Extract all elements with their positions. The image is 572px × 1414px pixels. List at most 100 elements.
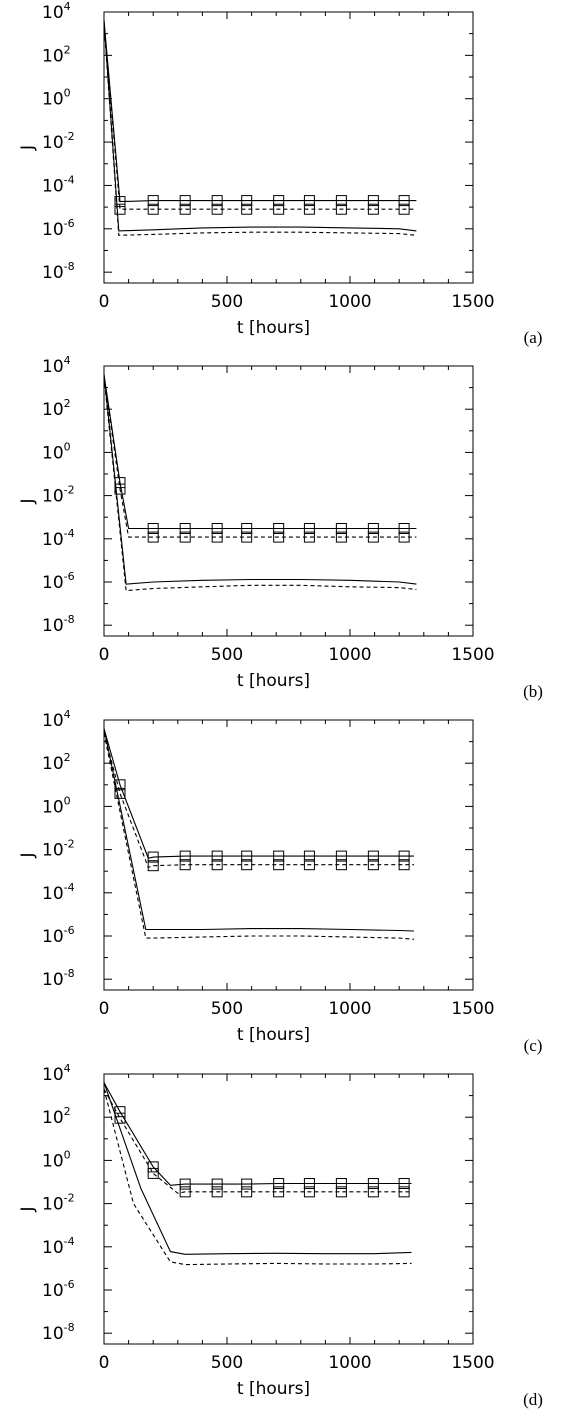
data-point-marker — [211, 195, 223, 207]
data-point-marker — [398, 203, 410, 215]
data-point-marker — [241, 203, 253, 215]
series-line — [103, 1088, 412, 1194]
data-point-marker — [335, 195, 347, 207]
series-line — [103, 728, 415, 932]
data-point-marker — [367, 1186, 379, 1198]
x-tick-label: 0 — [99, 1353, 110, 1373]
data-point-marker — [241, 531, 253, 543]
y-axis-title: J — [18, 498, 38, 504]
chart-panel: 0 500 1000 1500 104 102 100 10-2 10-4 10-6 10-8 t [… — [18, 0, 542, 347]
data-point-marker — [114, 787, 126, 799]
y-tick-label: 10-8 — [42, 613, 75, 636]
data-point-marker — [211, 859, 223, 871]
data-point-marker — [241, 1178, 253, 1190]
data-point-marker — [367, 1178, 379, 1190]
data-point-marker — [147, 522, 159, 534]
data-point-marker — [398, 1186, 410, 1198]
data-point-marker — [273, 522, 285, 534]
data-point-marker — [335, 522, 347, 534]
y-tick-label: 10-2 — [42, 130, 75, 153]
chart-panel: 0 500 1000 1500 104 102 100 10-2 10-4 10-6 10-8 t [… — [18, 354, 543, 701]
plot-frame — [103, 11, 474, 284]
data-point-marker — [335, 203, 347, 215]
data-point-marker — [114, 483, 126, 495]
data-point-marker — [179, 203, 191, 215]
y-tick-label: 10-8 — [42, 967, 75, 990]
series-line — [103, 23, 417, 210]
data-point-marker — [179, 850, 191, 862]
data-point-marker — [273, 195, 285, 207]
data-point-marker — [367, 531, 379, 543]
y-tick-label: 10-8 — [42, 260, 75, 283]
y-tick-label: 102 — [42, 1105, 71, 1128]
data-point-marker — [367, 522, 379, 534]
data-point-marker — [147, 195, 159, 207]
y-tick-label: 104 — [42, 354, 71, 377]
y-tick-label: 100 — [42, 794, 71, 817]
x-tick-label: 1000 — [328, 292, 371, 312]
data-point-marker — [147, 531, 159, 543]
data-point-marker — [211, 522, 223, 534]
data-point-marker — [179, 531, 191, 543]
data-point-marker — [114, 1112, 126, 1124]
y-tick-label: 10-6 — [42, 217, 75, 240]
data-point-marker — [211, 531, 223, 543]
x-tick-label: 500 — [211, 645, 243, 665]
x-tick-label: 1000 — [328, 645, 371, 665]
series-line — [103, 732, 415, 940]
data-point-marker — [367, 850, 379, 862]
y-tick-label: 100 — [42, 1148, 71, 1171]
x-axis-title: t [hours] — [237, 318, 310, 338]
data-point-marker — [303, 1186, 315, 1198]
data-point-marker — [211, 1178, 223, 1190]
plot-frame — [103, 1073, 474, 1345]
x-tick-label: 500 — [211, 1353, 243, 1373]
data-point-marker — [179, 1178, 191, 1190]
data-point-marker — [335, 859, 347, 871]
y-tick-label: 10-4 — [42, 881, 75, 904]
data-point-marker — [147, 860, 159, 872]
data-point-marker — [273, 1178, 285, 1190]
data-point-marker — [303, 522, 315, 534]
data-point-marker — [211, 850, 223, 862]
data-point-marker — [303, 531, 315, 543]
data-point-marker — [398, 522, 410, 534]
data-point-marker — [241, 1186, 253, 1198]
x-axis-title: t [hours] — [237, 671, 310, 691]
plot-frame — [103, 365, 474, 637]
y-tick-label: 102 — [42, 43, 71, 66]
x-axis-title: t [hours] — [237, 1025, 310, 1045]
data-point-marker — [273, 203, 285, 215]
x-tick-label: 1000 — [328, 999, 371, 1019]
series-line — [103, 1082, 412, 1255]
series-line — [103, 1082, 412, 1186]
y-tick-label: 10-2 — [42, 1192, 75, 1215]
series-line — [103, 374, 417, 530]
series-line — [103, 23, 417, 236]
data-point-marker — [303, 859, 315, 871]
data-point-marker — [179, 522, 191, 534]
panel-label: (a) — [524, 328, 543, 347]
series-line — [103, 1088, 412, 1266]
y-tick-label: 104 — [42, 708, 71, 731]
y-tick-label: 10-4 — [42, 1235, 75, 1258]
data-point-marker — [367, 859, 379, 871]
series-line — [103, 377, 417, 538]
data-point-marker — [335, 1178, 347, 1190]
y-axis-title: J — [18, 145, 38, 151]
data-point-marker — [211, 1186, 223, 1198]
data-point-marker — [367, 195, 379, 207]
x-tick-label: 0 — [99, 645, 110, 665]
data-point-marker — [367, 203, 379, 215]
data-point-marker — [303, 1178, 315, 1190]
data-point-marker — [335, 531, 347, 543]
data-point-marker — [147, 203, 159, 215]
x-tick-label: 500 — [211, 292, 243, 312]
data-point-marker — [398, 531, 410, 543]
y-tick-label: 10-4 — [42, 527, 75, 550]
x-tick-label: 1500 — [451, 292, 494, 312]
data-point-marker — [335, 850, 347, 862]
data-point-marker — [179, 195, 191, 207]
y-tick-label: 10-6 — [42, 570, 75, 593]
